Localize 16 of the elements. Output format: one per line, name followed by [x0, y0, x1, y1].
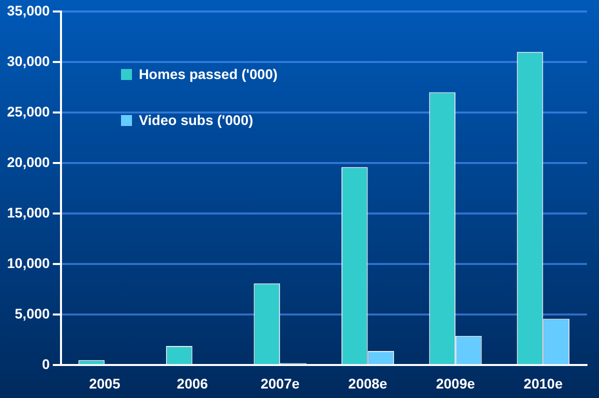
y-tick-label: 10,000	[6, 254, 50, 271]
x-tick-label: 2009e	[436, 375, 476, 392]
legend-label: Video subs ('000)	[138, 112, 254, 128]
y-tick-label: 25,000	[6, 103, 50, 120]
x-tick-label: 2008e	[348, 375, 388, 392]
y-tick-label: 15,000	[6, 204, 50, 220]
y-tick-label: 30,000	[6, 52, 50, 69]
x-tick-label: 2010e	[524, 375, 563, 392]
y-tick-label: 5,000	[14, 306, 50, 322]
x-tick-label: 2005	[89, 375, 120, 392]
x-tick-label: 2006	[176, 375, 208, 392]
y-tick-label: 35,000	[6, 2, 50, 18]
y-tick-label: 0	[42, 356, 50, 372]
y-tick-label: 20,000	[6, 154, 50, 170]
x-tick-label: 2007e	[260, 375, 300, 392]
legend-label: Homes passed ('000)	[138, 66, 278, 82]
